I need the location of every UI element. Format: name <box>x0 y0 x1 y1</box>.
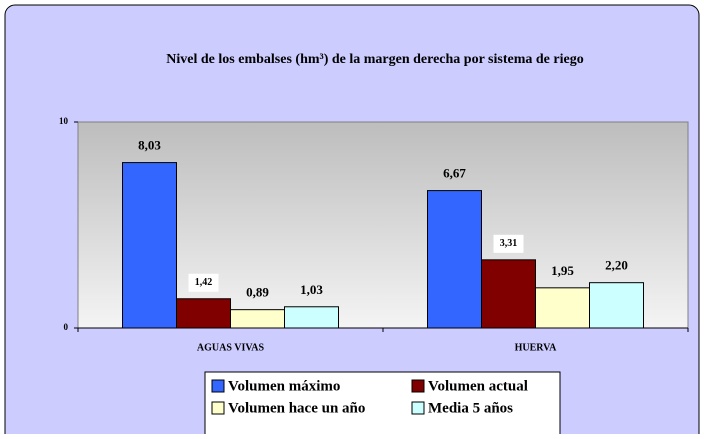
bar <box>176 298 231 329</box>
value-label: 1,95 <box>551 263 574 278</box>
bar <box>535 287 590 329</box>
bar <box>589 282 644 329</box>
x-tick-label: AGUAS VIVAS <box>197 342 265 353</box>
value-label: 3,31 <box>500 238 518 249</box>
value-label: 8,03 <box>138 138 161 153</box>
bar <box>230 309 285 329</box>
value-label: 1,42 <box>195 277 213 288</box>
value-label-box <box>188 273 219 292</box>
legend-label: Volumen hace un año <box>228 400 365 416</box>
value-label-box <box>493 234 524 253</box>
chart-title: Nivel de los embalses (hm³) de la margen… <box>166 52 583 67</box>
legend-box <box>204 371 561 439</box>
bar <box>427 190 482 329</box>
value-label: 2,20 <box>605 258 628 273</box>
y-tick-label: 10 <box>59 116 69 126</box>
y-tick-label: 0 <box>64 322 69 332</box>
bar <box>481 259 536 329</box>
legend-swatch <box>211 401 225 415</box>
x-tick-label: HUERVA <box>515 342 557 353</box>
value-label: 1,03 <box>300 282 323 297</box>
bar <box>284 306 339 329</box>
value-label: 0,89 <box>246 285 269 300</box>
legend-swatch <box>411 379 425 393</box>
legend-label: Media 5 años <box>428 400 513 416</box>
legend-label: Volumen actual <box>428 378 528 394</box>
legend-swatch <box>211 379 225 393</box>
bar <box>122 162 177 329</box>
legend-label: Volumen máximo <box>228 378 340 394</box>
legend-swatch <box>411 401 425 415</box>
value-label: 6,67 <box>443 166 466 181</box>
